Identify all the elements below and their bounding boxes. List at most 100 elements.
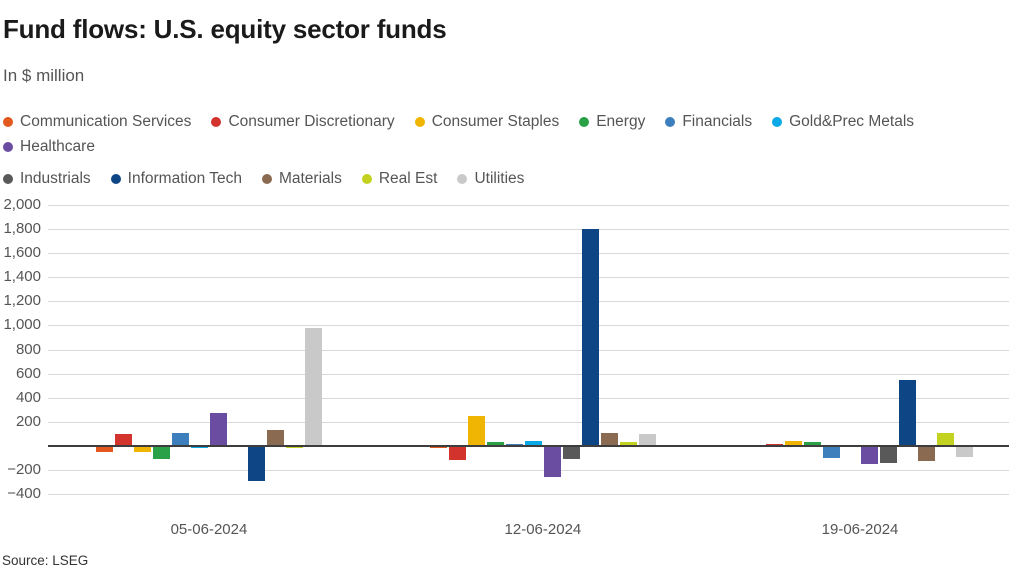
bar-real-est-12-06-2024 — [619, 442, 637, 446]
legend-swatch-energy — [579, 117, 590, 127]
legend-label: Information Tech — [127, 170, 242, 187]
y-axis-tick-label: 600 — [15, 364, 41, 382]
chart-title: Fund flows: U.S. equity sector funds — [3, 14, 447, 44]
legend-label: Consumer Discretionary — [228, 113, 395, 130]
legend-label: Real Est — [378, 170, 438, 187]
gridline — [48, 349, 1009, 351]
y-axis-tick-label: 1,600 — [3, 244, 41, 262]
y-axis-tick-label: 1,800 — [3, 220, 41, 238]
legend-item-information-tech: Information Tech — [110, 170, 242, 188]
zero-axis-line — [48, 444, 1009, 447]
legend-item-utilities: Utilities — [457, 170, 524, 188]
legend-item-gold-prec-metals: Gold&Prec Metals — [772, 113, 914, 131]
legend-label: Gold&Prec Metals — [789, 113, 915, 130]
bar-energy-19-06-2024 — [804, 442, 822, 446]
legend-item-energy: Energy — [579, 113, 645, 131]
bar-industrials-19-06-2024 — [880, 445, 898, 463]
bar-communication-services-05-06-2024 — [95, 445, 113, 452]
legend-swatch-utilities — [457, 174, 468, 184]
legend-swatch-gold-prec-metals — [772, 117, 783, 127]
plot-area: 2,000 1,800 1,600 1,400 1,200 1,000 800 600 400 2… — [3, 196, 1009, 538]
legend-swatch-financials — [665, 117, 676, 127]
y-axis-tick-label: 1,200 — [3, 292, 41, 310]
legend-item-real-est: Real Est — [361, 170, 438, 188]
legend-label: Utilities — [474, 170, 525, 187]
bar-gold-prec-metals-12-06-2024 — [524, 441, 542, 446]
x-axis-label-05-06-2024: 05-06-2024 — [170, 521, 248, 538]
bar-healthcare-12-06-2024 — [543, 445, 561, 478]
legend-swatch-healthcare — [3, 142, 13, 152]
bar-group-05-06-2024 — [95, 205, 322, 494]
bar-consumer-discretionary-12-06-2024 — [448, 445, 466, 461]
bar-consumer-staples-05-06-2024 — [133, 445, 151, 452]
legend-swatch-consumer-staples — [414, 117, 425, 127]
legend-swatch-information-tech — [110, 174, 121, 184]
legend-item-consumer-staples: Consumer Staples — [414, 113, 560, 131]
legend-item-financials: Financials — [665, 113, 752, 131]
legend-label: Consumer Staples — [431, 113, 560, 130]
y-axis-tick-label: 800 — [15, 340, 41, 358]
gridline — [48, 373, 1009, 375]
y-axis-tick-label: 2,000 — [3, 196, 41, 213]
gridline — [48, 397, 1009, 399]
gridline — [48, 205, 1009, 206]
legend-label: Communication Services — [20, 113, 192, 130]
y-axis-tick-label: −200 — [7, 460, 41, 478]
y-axis-tick-label: 400 — [15, 388, 41, 406]
bar-group-19-06-2024 — [747, 205, 974, 494]
legend-swatch-materials — [261, 174, 272, 184]
legend-label: Materials — [278, 170, 342, 187]
legend-swatch-consumer-discretionary — [211, 117, 222, 127]
bar-gold-prec-metals-05-06-2024 — [190, 445, 208, 449]
x-axis-label-12-06-2024: 12-06-2024 — [504, 521, 582, 538]
chart-subtitle: In $ million — [3, 66, 85, 85]
bar-materials-12-06-2024 — [600, 433, 618, 446]
gridline — [48, 277, 1009, 279]
legend-item-healthcare: Healthcare — [3, 138, 95, 156]
legend-label: Energy — [596, 113, 646, 130]
legend-item-materials: Materials — [261, 170, 342, 188]
bar-materials-19-06-2024 — [918, 445, 936, 462]
x-axis-label-19-06-2024: 19-06-2024 — [821, 521, 899, 538]
gridline — [48, 494, 1009, 495]
gridline — [48, 253, 1009, 255]
bar-consumer-staples-12-06-2024 — [467, 415, 485, 446]
bar-industrials-12-06-2024 — [562, 445, 580, 460]
bar-financials-19-06-2024 — [823, 445, 841, 458]
bar-information-tech-12-06-2024 — [581, 229, 599, 446]
bar-financials-05-06-2024 — [171, 432, 189, 446]
legend-label: Healthcare — [20, 138, 95, 155]
bar-group-12-06-2024 — [429, 205, 656, 494]
bar-information-tech-05-06-2024 — [247, 445, 265, 481]
bar-utilities-19-06-2024 — [956, 445, 974, 458]
bar-consumer-discretionary-05-06-2024 — [114, 434, 132, 446]
bar-materials-05-06-2024 — [266, 429, 284, 446]
legend-swatch-real-est — [361, 174, 372, 184]
gridline — [48, 229, 1009, 231]
legend-label: Financials — [682, 113, 753, 130]
bar-utilities-05-06-2024 — [304, 327, 322, 446]
legend-item-communication-services: Communication Services — [3, 113, 191, 131]
gridline — [48, 469, 1009, 471]
legend-item-industrials: Industrials — [3, 170, 91, 188]
y-axis-tick-label: 200 — [15, 412, 41, 430]
legend-swatch-industrials — [3, 174, 13, 184]
gridline — [48, 421, 1009, 423]
y-axis-tick-label: −400 — [7, 485, 41, 502]
bar-consumer-staples-19-06-2024 — [785, 441, 803, 446]
legend-swatch-communication-services — [3, 117, 13, 127]
bar-healthcare-05-06-2024 — [209, 413, 227, 446]
y-axis-tick-label: 1,000 — [3, 316, 41, 334]
legend-label: Industrials — [20, 170, 91, 187]
gridline — [48, 325, 1009, 327]
bar-utilities-12-06-2024 — [638, 433, 656, 446]
y-axis-tick-label: 1,400 — [3, 268, 41, 286]
bar-energy-05-06-2024 — [152, 445, 170, 460]
bar-real-est-19-06-2024 — [937, 432, 955, 446]
gridline — [48, 301, 1009, 303]
source-note: Source: LSEG — [2, 553, 89, 568]
bar-information-tech-19-06-2024 — [899, 379, 917, 446]
bar-healthcare-19-06-2024 — [861, 445, 879, 464]
legend-item-consumer-discretionary: Consumer Discretionary — [211, 113, 395, 131]
